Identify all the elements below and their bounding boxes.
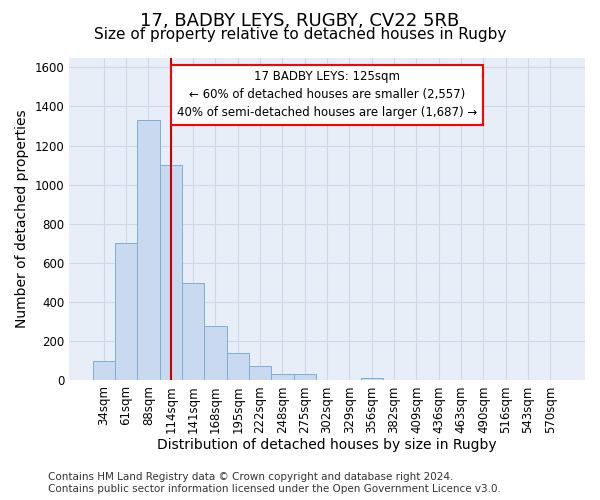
Bar [137,120,160,380]
Text: 17 BADBY LEYS: 125sqm
← 60% of detached houses are smaller (2,557)
40% of semi-d: 17 BADBY LEYS: 125sqm ← 60% of detached … [177,70,477,120]
Bar [92,361,115,380]
Bar [361,378,383,380]
Bar [271,374,293,380]
Text: Contains HM Land Registry data © Crown copyright and database right 2024.
Contai: Contains HM Land Registry data © Crown c… [48,472,501,494]
X-axis label: Distribution of detached houses by size in Rugby: Distribution of detached houses by size … [157,438,497,452]
Text: 17, BADBY LEYS, RUGBY, CV22 5RB: 17, BADBY LEYS, RUGBY, CV22 5RB [140,12,460,30]
Bar [182,282,204,380]
Y-axis label: Number of detached properties: Number of detached properties [15,110,29,328]
Text: Size of property relative to detached houses in Rugby: Size of property relative to detached ho… [94,28,506,42]
Bar [227,353,249,380]
Bar [293,374,316,380]
Bar [160,165,182,380]
Bar [115,244,137,380]
Bar [249,366,271,380]
Bar [204,326,227,380]
